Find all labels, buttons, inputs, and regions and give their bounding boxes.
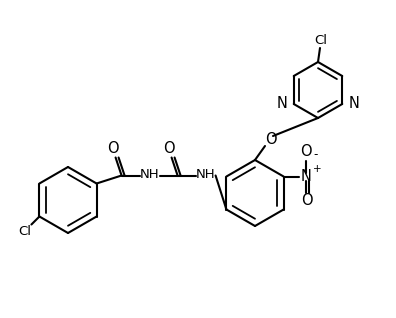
Text: NH: NH: [196, 168, 215, 181]
Text: O: O: [301, 193, 312, 208]
Text: NH: NH: [140, 168, 160, 181]
Text: N: N: [300, 169, 311, 184]
Text: O: O: [163, 141, 174, 156]
Text: +: +: [312, 164, 321, 175]
Text: -: -: [314, 148, 318, 161]
Text: N: N: [277, 96, 288, 112]
Text: Cl: Cl: [314, 33, 327, 46]
Text: O: O: [300, 144, 311, 159]
Text: Cl: Cl: [18, 225, 31, 238]
Text: O: O: [107, 141, 118, 156]
Text: O: O: [265, 132, 277, 147]
Text: N: N: [348, 96, 359, 112]
